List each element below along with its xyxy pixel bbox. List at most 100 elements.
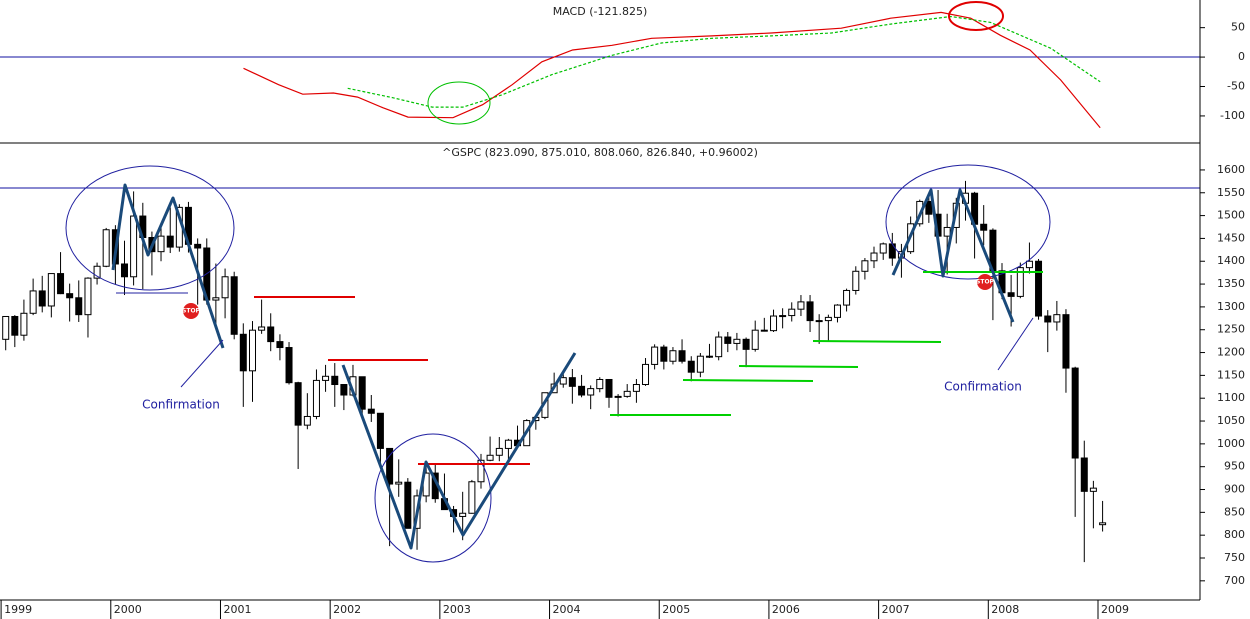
candle-body [724,336,732,344]
macd-line [347,15,1101,108]
y-tick-label: 800 [1224,528,1245,541]
y-tick-label: 1300 [1217,300,1245,313]
candle-body [331,375,339,386]
candle-body [267,326,275,343]
candle-body [294,382,302,426]
candle-body [632,384,640,392]
candle-body [376,412,384,449]
x-tick-label: 2001 [223,603,251,616]
candle-body [1080,457,1088,492]
candle-body [888,243,896,259]
y-tick-label: 1200 [1217,346,1245,359]
candle-body [2,315,10,340]
pattern-ellipse [65,165,235,291]
x-tick-label: 2005 [662,603,690,616]
y-tick-label: 1600 [1217,163,1245,176]
candle-body [1053,314,1061,323]
panel-title: ^GSPC (823.090, 875.010, 808.060, 826.84… [442,146,758,159]
candle-body [1071,367,1079,459]
candle-body [715,336,723,358]
candle-body [742,338,750,350]
x-tick-label: 2006 [772,603,800,616]
candle-body [20,312,28,336]
candle-body [696,355,704,373]
candle-body [687,360,695,373]
y-tick-label: 1000 [1217,437,1245,450]
candle-body [568,377,576,387]
candle-body [1089,487,1097,492]
candle-body [587,388,595,396]
candle-body [770,315,778,332]
candle-body [833,304,841,318]
candle-body [358,376,366,410]
candle-body [751,329,759,350]
candle-body [404,481,412,529]
candle-body [212,297,220,301]
candle-body [705,355,713,358]
y-tick-label: -100 [1220,109,1245,122]
candle-body [93,265,101,279]
candle-body [943,226,951,237]
candle-body [879,243,887,254]
candle-body [386,447,394,485]
y-tick-label: 850 [1224,505,1245,518]
candle-body [75,297,83,316]
candle-body [605,378,613,398]
annotations: Confirmation Confirmation STOP STOP [65,1,1051,563]
stop-text: STOP [976,279,995,286]
candle-body [221,276,229,299]
pattern-zigzag [111,183,225,349]
candle-body [367,408,375,414]
candle-body [477,459,485,483]
stop-text: STOP [182,308,201,315]
candle-body [230,276,238,335]
candle-body [395,481,403,485]
x-tick-label: 1999 [4,603,32,616]
candle-body [861,260,869,272]
candle-body [1007,292,1015,297]
candle-body [760,329,768,332]
y-tick-label: 1100 [1217,391,1245,404]
macd-line [243,11,1101,129]
candle-body [249,329,257,372]
candle-body [824,316,832,322]
candle-body [651,346,659,365]
candle-body [194,243,202,249]
pattern-zigzag [341,352,577,550]
candle-body [102,229,110,267]
candle-body [1035,260,1043,317]
candle-body [120,263,128,278]
x-tick-label: 2000 [114,603,142,616]
candle-body [660,346,668,362]
candle-body [806,301,814,322]
support-mark [682,379,814,382]
candle-body [1016,267,1024,297]
y-tick-label: 1450 [1217,231,1245,244]
panel-title: MACD (-121.825) [553,5,648,18]
candle-body [1062,314,1070,369]
support-mark [812,340,942,343]
annotation-text: Confirmation [142,398,220,412]
y-tick-label: 0 [1238,50,1245,63]
y-tick-label: 700 [1224,574,1245,587]
candle-body [1044,315,1052,323]
candle-body [1099,522,1107,526]
candle-body [303,415,311,426]
y-tick-label: 1250 [1217,323,1245,336]
pattern-zigzag [891,188,1015,323]
x-tick-label: 2002 [333,603,361,616]
y-tick-label: -50 [1227,80,1245,93]
candle-body [623,390,631,397]
y-tick-label: 950 [1224,460,1245,473]
x-tick-label: 2004 [553,603,581,616]
candle-body [614,395,622,398]
candle-body [84,277,92,316]
candle-body [57,273,65,295]
macd-circle [427,81,491,125]
candle-body [980,223,988,231]
candle-body [925,200,933,215]
candle-body [797,301,805,310]
candle-body [779,315,787,318]
pointer-line [997,317,1034,371]
